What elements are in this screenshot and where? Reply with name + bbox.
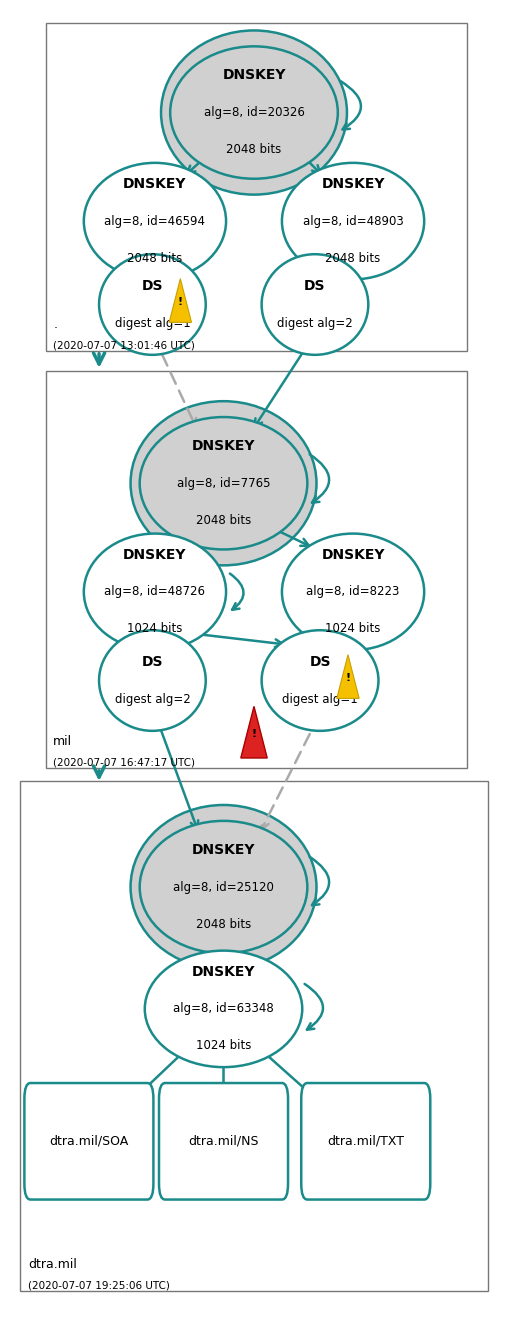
Text: DS: DS — [304, 279, 326, 293]
Ellipse shape — [282, 534, 424, 650]
Text: digest alg=2: digest alg=2 — [114, 692, 190, 706]
FancyArrowPatch shape — [310, 454, 329, 503]
Text: (2020-07-07 19:25:06 UTC): (2020-07-07 19:25:06 UTC) — [28, 1280, 170, 1291]
FancyArrowPatch shape — [310, 857, 329, 906]
Text: mil: mil — [53, 735, 73, 748]
Text: !: ! — [345, 673, 351, 683]
Text: alg=8, id=63348: alg=8, id=63348 — [173, 1002, 274, 1016]
Ellipse shape — [99, 630, 206, 731]
Ellipse shape — [145, 951, 302, 1067]
Ellipse shape — [161, 30, 347, 195]
Text: 2048 bits: 2048 bits — [196, 918, 251, 931]
Text: alg=8, id=7765: alg=8, id=7765 — [177, 477, 270, 490]
FancyBboxPatch shape — [46, 371, 467, 768]
Ellipse shape — [84, 534, 226, 650]
Text: DS: DS — [142, 279, 163, 293]
Text: alg=8, id=20326: alg=8, id=20326 — [204, 106, 304, 119]
Text: DNSKEY: DNSKEY — [321, 548, 385, 561]
FancyArrowPatch shape — [305, 984, 323, 1030]
Text: alg=8, id=48726: alg=8, id=48726 — [105, 585, 205, 598]
Text: DNSKEY: DNSKEY — [321, 177, 385, 191]
Text: DNSKEY: DNSKEY — [192, 843, 256, 857]
Ellipse shape — [262, 254, 368, 355]
FancyBboxPatch shape — [159, 1083, 288, 1200]
Ellipse shape — [170, 46, 338, 179]
Text: digest alg=2: digest alg=2 — [277, 316, 353, 330]
Ellipse shape — [262, 630, 378, 731]
Ellipse shape — [131, 401, 316, 565]
Polygon shape — [241, 706, 267, 757]
Text: alg=8, id=25120: alg=8, id=25120 — [173, 880, 274, 894]
Text: DNSKEY: DNSKEY — [123, 548, 187, 561]
Text: alg=8, id=46594: alg=8, id=46594 — [105, 214, 205, 228]
FancyBboxPatch shape — [20, 781, 488, 1291]
Text: 2048 bits: 2048 bits — [196, 514, 251, 527]
Ellipse shape — [140, 821, 307, 953]
Ellipse shape — [140, 417, 307, 549]
Text: 1024 bits: 1024 bits — [325, 622, 381, 636]
Text: (2020-07-07 16:47:17 UTC): (2020-07-07 16:47:17 UTC) — [53, 757, 196, 768]
Text: dtra.mil/SOA: dtra.mil/SOA — [49, 1135, 129, 1148]
Text: DNSKEY: DNSKEY — [192, 440, 256, 453]
FancyBboxPatch shape — [46, 23, 467, 351]
Ellipse shape — [99, 254, 206, 355]
Text: dtra.mil/TXT: dtra.mil/TXT — [327, 1135, 404, 1148]
FancyBboxPatch shape — [301, 1083, 430, 1200]
Text: DNSKEY: DNSKEY — [223, 69, 285, 82]
Text: DNSKEY: DNSKEY — [192, 965, 256, 978]
Text: DS: DS — [142, 655, 163, 669]
Text: DS: DS — [309, 655, 331, 669]
Text: 2048 bits: 2048 bits — [128, 252, 182, 265]
Ellipse shape — [282, 163, 424, 279]
Polygon shape — [337, 655, 359, 699]
Polygon shape — [169, 279, 192, 322]
Ellipse shape — [84, 163, 226, 279]
Text: (2020-07-07 13:01:46 UTC): (2020-07-07 13:01:46 UTC) — [53, 340, 195, 351]
Text: .: . — [53, 318, 57, 331]
Text: 1024 bits: 1024 bits — [127, 622, 183, 636]
Text: !: ! — [251, 730, 257, 739]
Text: alg=8, id=8223: alg=8, id=8223 — [306, 585, 400, 598]
Text: 1024 bits: 1024 bits — [196, 1039, 251, 1053]
Text: 2048 bits: 2048 bits — [326, 252, 380, 265]
FancyArrowPatch shape — [340, 81, 361, 130]
Text: dtra.mil: dtra.mil — [28, 1258, 77, 1271]
Ellipse shape — [131, 805, 316, 969]
Text: !: ! — [178, 297, 183, 307]
Text: alg=8, id=48903: alg=8, id=48903 — [303, 214, 403, 228]
Text: digest alg=1: digest alg=1 — [282, 692, 358, 706]
FancyArrowPatch shape — [230, 573, 243, 610]
Text: 2048 bits: 2048 bits — [227, 143, 281, 156]
Text: dtra.mil/NS: dtra.mil/NS — [188, 1135, 259, 1148]
Text: digest alg=1: digest alg=1 — [114, 316, 190, 330]
Text: DNSKEY: DNSKEY — [123, 177, 187, 191]
FancyBboxPatch shape — [24, 1083, 153, 1200]
